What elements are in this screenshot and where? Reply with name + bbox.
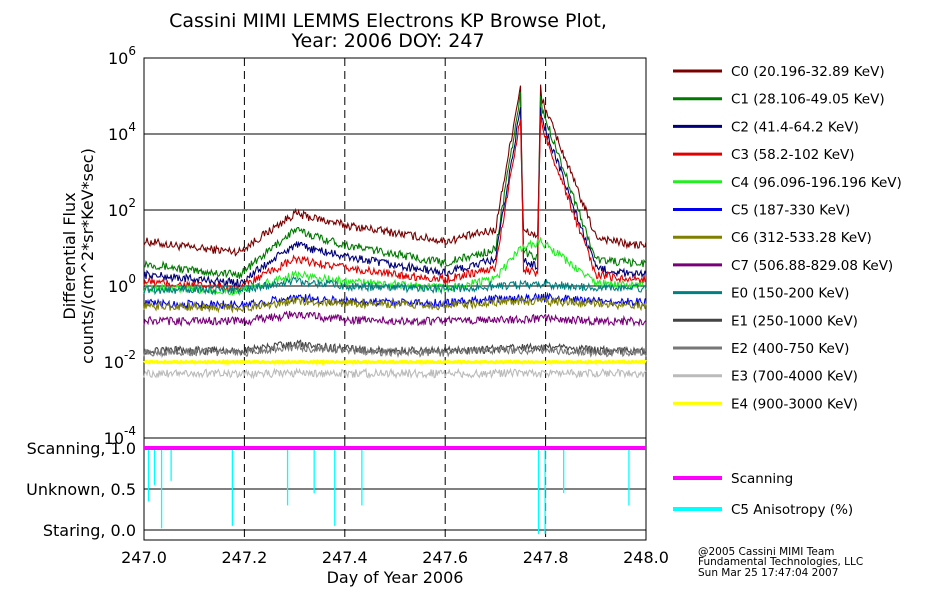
series-line-c6 [143,295,647,314]
x-axis-ticks: 247.0 247.2 247.4 247.6 247.8 248.0 [121,548,669,567]
credit-line-1: @2005 Cassini MIMI Team [698,546,835,558]
status-panel: Scanning, 1.0 Unknown, 0.5 Staring, 0.0 24… [26,437,669,587]
legend-label-e2: E2 (400-750 KeV) [731,341,849,357]
flux-series [143,84,647,380]
x-tick-label: 247.4 [322,548,368,567]
status-series [144,446,646,535]
legend-label-anisotropy: C5 Anisotropy (%) [731,502,853,518]
status-y-tick-label: Scanning, 1.0 [27,439,136,458]
x-tick-label: 247.6 [422,548,468,567]
y-axis-label-line-1: Differential Flux [60,192,79,319]
legend-label-e0: E0 (150-200 KeV) [731,286,849,302]
legend-label-c0: C0 (20.196-32.89 KeV) [731,64,885,80]
y-axis-label-line-2: counts/(cm^2*sr*KeV*sec) [78,148,97,364]
x-tick-label: 247.0 [121,548,167,567]
status-y-ticks: Scanning, 1.0 Unknown, 0.5 Staring, 0.0 [26,439,136,540]
credit-line-3: Sun Mar 25 17:47:04 2007 [698,567,838,579]
legend-label-c4: C4 (96.096-196.196 KeV) [731,175,902,191]
x-tick-label: 248.0 [623,548,669,567]
series-line-e0 [143,276,647,296]
x-tick-label: 247.8 [523,548,569,567]
status-y-tick-label: Staring, 0.0 [43,521,136,540]
series-line-e3 [143,367,647,380]
series-line-e2 [143,341,647,359]
legend-label-c7: C7 (506.88-829.08 KeV) [731,258,893,274]
series-line-c3 [143,115,647,293]
x-axis-label: Day of Year 2006 [327,568,464,587]
series-line-e4 [143,358,647,366]
flux-legend: C0 (20.196-32.89 KeV) C1 (28.106-49.05 Ke… [673,64,902,412]
legend-label-c5: C5 (187-330 KeV) [731,203,850,219]
legend-label-c2: C2 (41.4-64.2 KeV) [731,119,859,135]
status-legend: Scanning C5 Anisotropy (%) [673,471,853,518]
credit-line-2: Fundamental Technologies, LLC [698,556,863,568]
title-line-1: Cassini MIMI LEMMS Electrons KP Browse P… [169,10,607,32]
status-y-tick-label: Unknown, 0.5 [26,480,136,499]
legend-label-e4: E4 (900-3000 KeV) [731,396,858,412]
title-line-2: Year: 2006 DOY: 247 [290,30,484,52]
legend-label-c3: C3 (58.2-102 KeV) [731,147,855,163]
legend-label-e1: E1 (250-1000 KeV) [731,313,858,329]
series-line-c2 [143,107,647,288]
status-gridlines [144,438,646,540]
legend-label-e3: E3 (700-4000 KeV) [731,369,858,385]
legend-label-c6: C6 (312-533.28 KeV) [731,230,872,246]
series-line-c7 [143,310,647,327]
legend-label-c1: C1 (28.106-49.05 KeV) [731,92,885,108]
series-line-c0 [143,84,647,257]
legend-label-scanning: Scanning [731,471,793,487]
series-line-c1 [143,92,647,279]
x-tick-label: 247.2 [221,548,267,567]
